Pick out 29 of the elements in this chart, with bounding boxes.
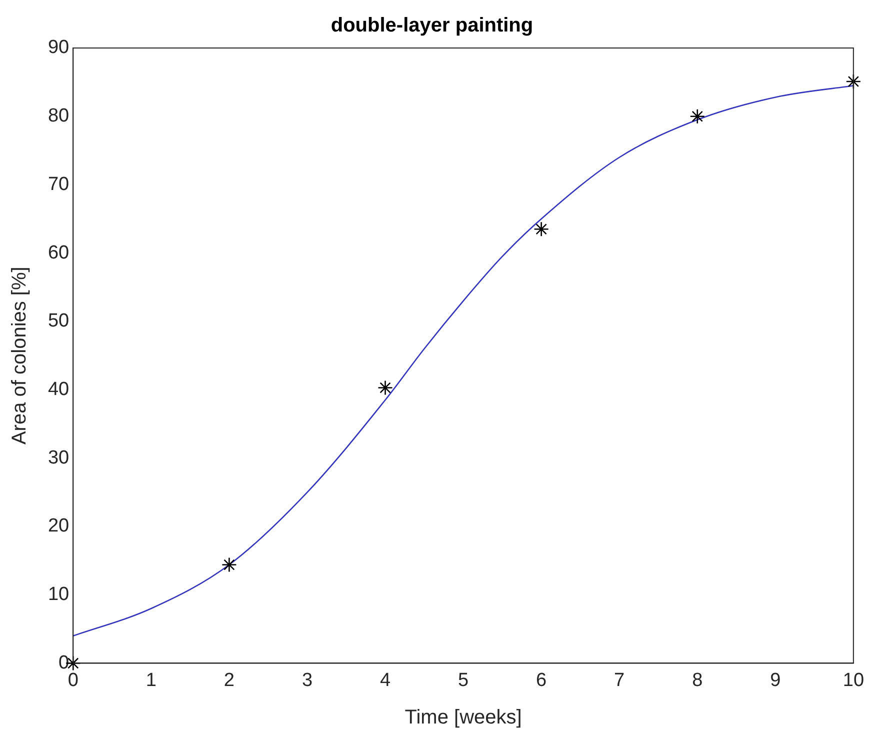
line-series — [72, 84, 854, 637]
x-tick-label: 5 — [458, 670, 469, 691]
x-axis-title: Time [weeks] — [404, 706, 522, 729]
x-tick-label: 4 — [380, 670, 391, 691]
x-tick-label: 8 — [692, 670, 703, 691]
y-tick-label: 80 — [48, 106, 70, 127]
x-tick-label: 10 — [842, 670, 864, 691]
y-tick-label: 30 — [48, 447, 70, 468]
chart-title: double-layer painting — [330, 14, 534, 37]
y-tick-label: 60 — [48, 242, 70, 264]
point — [846, 74, 862, 90]
y-tick-label: 0 — [58, 652, 70, 674]
y-tick-label: 90 — [48, 37, 70, 58]
point — [690, 108, 706, 124]
x-tick-label: 3 — [302, 670, 313, 691]
y-tick-label: 70 — [48, 174, 70, 195]
y-tick-label: 40 — [48, 379, 70, 400]
x-tick-label: 6 — [536, 670, 547, 691]
x-tick-label: 2 — [224, 670, 234, 691]
x-tick-label: 9 — [770, 670, 781, 691]
x-tick-label: 1 — [146, 670, 156, 691]
point — [378, 380, 393, 396]
y-tick-label: 50 — [48, 310, 70, 332]
y-tick-label: 10 — [48, 584, 70, 606]
y-axis-title: Area of colonies [%] — [8, 266, 31, 445]
x-tick-label: 7 — [614, 670, 625, 691]
y-tick-label: 20 — [48, 516, 70, 537]
point — [222, 557, 237, 572]
point — [534, 221, 549, 237]
